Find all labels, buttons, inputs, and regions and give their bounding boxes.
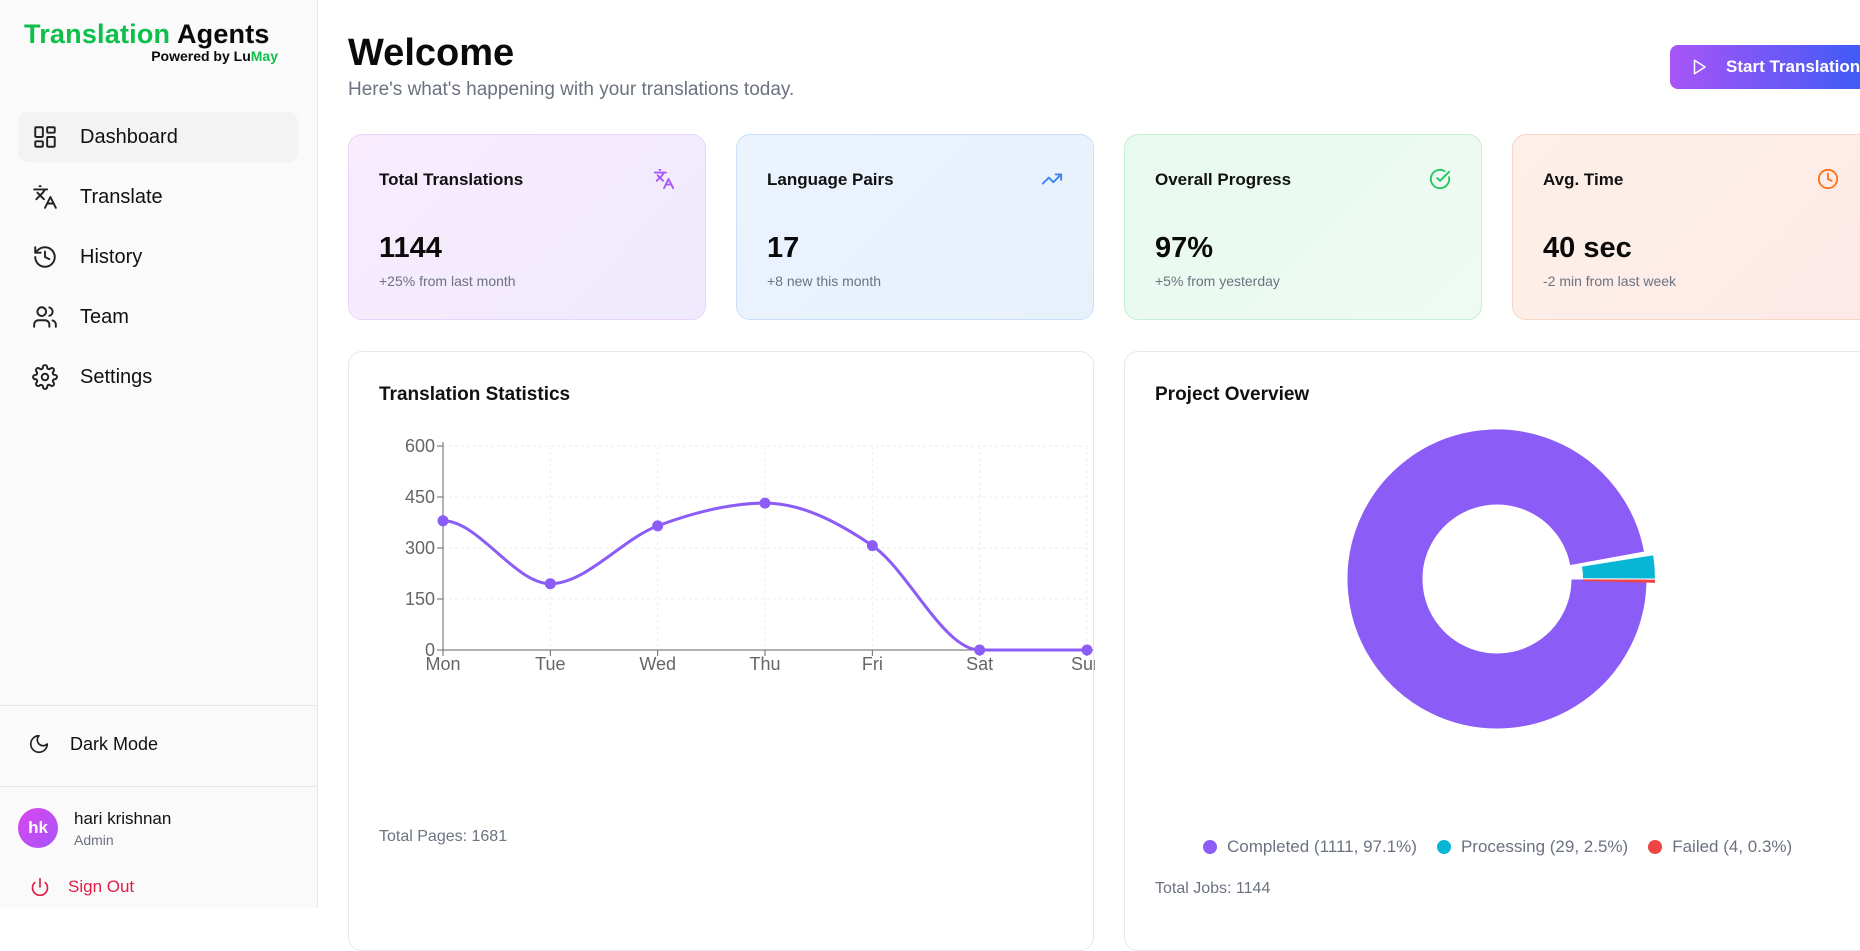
clock-icon (1817, 168, 1839, 190)
sidebar-item-settings[interactable]: Settings (18, 352, 298, 402)
sidebar-nav: Dashboard Translate History Team Setting… (18, 112, 298, 412)
y-tick-label: 150 (405, 589, 435, 609)
check-circle-icon (1429, 168, 1451, 190)
stat-title: Language Pairs (767, 170, 894, 189)
stat-note: +25% from last month (379, 273, 516, 289)
x-tick-label: Sun (1071, 654, 1095, 674)
sidebar: Translation Agents Powered by LuMay Dash… (0, 0, 318, 908)
sidebar-item-label: Dashboard (80, 125, 178, 148)
stat-card-total-translations: Total Translations 1144 +25% from last m… (348, 134, 706, 320)
legend-swatch (1203, 840, 1217, 854)
data-point (652, 520, 664, 532)
x-tick-label: Sat (966, 654, 993, 674)
pie-slice (1346, 428, 1648, 730)
translate-icon (653, 168, 675, 190)
data-point (759, 497, 771, 509)
dashboard-icon (34, 126, 56, 148)
legend-item-failed[interactable]: Failed (4, 0.3%) (1648, 837, 1792, 857)
sign-out-button[interactable]: Sign Out (30, 877, 134, 897)
y-tick-label: 600 (405, 436, 435, 456)
sidebar-item-label: Team (80, 305, 129, 328)
stat-value: 1144 (379, 232, 442, 264)
y-tick-label: 300 (405, 538, 435, 558)
legend-label: Completed (1111, 97.1%) (1227, 837, 1417, 856)
translate-icon (33, 185, 57, 209)
chart-legend: Completed (1111, 97.1%) Processing (29, … (1203, 837, 1812, 857)
sidebar-item-translate[interactable]: Translate (18, 172, 298, 222)
stat-card-avg-time: Avg. Time 40 sec -2 min from last week (1512, 134, 1860, 320)
divider (0, 705, 318, 706)
sidebar-item-label: Translate (80, 185, 163, 208)
stat-card-language-pairs: Language Pairs 17 +8 new this month (736, 134, 1094, 320)
data-point (437, 515, 449, 527)
stat-note: +8 new this month (767, 273, 882, 289)
gear-icon (32, 364, 58, 390)
brand-logo[interactable]: Translation Agents Powered by LuMay (24, 18, 278, 64)
line-chart[interactable]: 0 150 300 450 600 Mon Tue Wed Thu Fri Sat Sun (349, 422, 1095, 842)
sidebar-item-team[interactable]: Team (18, 292, 298, 342)
x-tick-label: Wed (639, 654, 676, 674)
legend-swatch (1648, 840, 1663, 854)
y-tick-label: 0 (425, 640, 435, 660)
data-point (866, 540, 878, 552)
user-profile[interactable]: hk hari krishnan Admin (18, 808, 171, 848)
data-point (544, 578, 556, 590)
legend-swatch (1436, 840, 1451, 854)
legend-label: Failed (4, 0.3%) (1672, 837, 1793, 856)
x-tick-label: Thu (749, 654, 780, 674)
data-point (1081, 644, 1093, 656)
brand-title: Translation Agents (24, 19, 270, 49)
users-icon (33, 306, 57, 328)
page-title: Welcome (348, 32, 515, 74)
y-tick-label: 450 (405, 487, 435, 507)
stat-title: Overall Progress (1155, 170, 1292, 189)
sign-out-label: Sign Out (68, 877, 135, 896)
play-icon (1693, 59, 1706, 75)
pie-slice (1582, 579, 1655, 583)
translation-statistics-panel: Translation Statistics 0 150 300 450 600 Mon T… (348, 351, 1095, 951)
data-point (974, 644, 986, 656)
x-tick-label: Tue (535, 654, 565, 674)
avatar: hk (18, 808, 58, 848)
sidebar-item-label: Settings (80, 365, 153, 388)
divider (0, 786, 318, 787)
user-name: hari krishnan (74, 808, 172, 828)
power-icon (31, 877, 49, 897)
stat-note: -2 min from last week (1543, 273, 1677, 289)
stat-title: Avg. Time (1543, 170, 1624, 189)
page-subtitle: Here's what's happening with your transl… (348, 79, 795, 100)
x-tick-label: Fri (862, 654, 883, 674)
project-overview-panel: Project Overview Completed (1111, 97.1%)… (1124, 351, 1860, 951)
dark-mode-toggle[interactable]: Dark Mode (28, 733, 158, 755)
user-role: Admin (74, 831, 114, 848)
stat-value: 17 (767, 232, 800, 264)
stat-value: 40 sec (1543, 232, 1632, 264)
pie-slice (1582, 555, 1655, 579)
total-pages-text: Total Pages: 1681 (379, 828, 508, 845)
brand-subtitle: Powered by LuMay (151, 48, 278, 64)
total-jobs-text: Total Jobs: 1144 (1155, 880, 1271, 897)
stat-value: 97% (1155, 232, 1214, 264)
trending-up-icon (1041, 168, 1063, 190)
legend-label: Processing (29, 2.5%) (1460, 837, 1629, 856)
legend-item-completed[interactable]: Completed (1111, 97.1%) (1203, 837, 1417, 857)
start-translation-button[interactable]: Start Translation (1670, 45, 1860, 89)
sidebar-item-history[interactable]: History (18, 232, 298, 282)
moon-icon (29, 734, 49, 754)
stat-card-overall-progress: Overall Progress 97% +5% from yesterday (1124, 134, 1482, 320)
panel-title: Translation Statistics (379, 384, 571, 405)
dark-mode-label: Dark Mode (70, 733, 159, 754)
legend-item-processing[interactable]: Processing (29, 2.5%) (1436, 837, 1629, 857)
stat-note: +5% from yesterday (1155, 273, 1280, 289)
panel-title: Project Overview (1155, 384, 1310, 405)
donut-chart[interactable] (1125, 422, 1860, 822)
sidebar-item-dashboard[interactable]: Dashboard (18, 112, 298, 162)
x-tick-label: Mon (425, 654, 460, 674)
sidebar-item-label: History (80, 245, 143, 268)
history-icon (34, 246, 56, 268)
main-content: Welcome Here's what's happening with you… (318, 0, 1860, 951)
stat-title: Total Translations (379, 170, 524, 189)
